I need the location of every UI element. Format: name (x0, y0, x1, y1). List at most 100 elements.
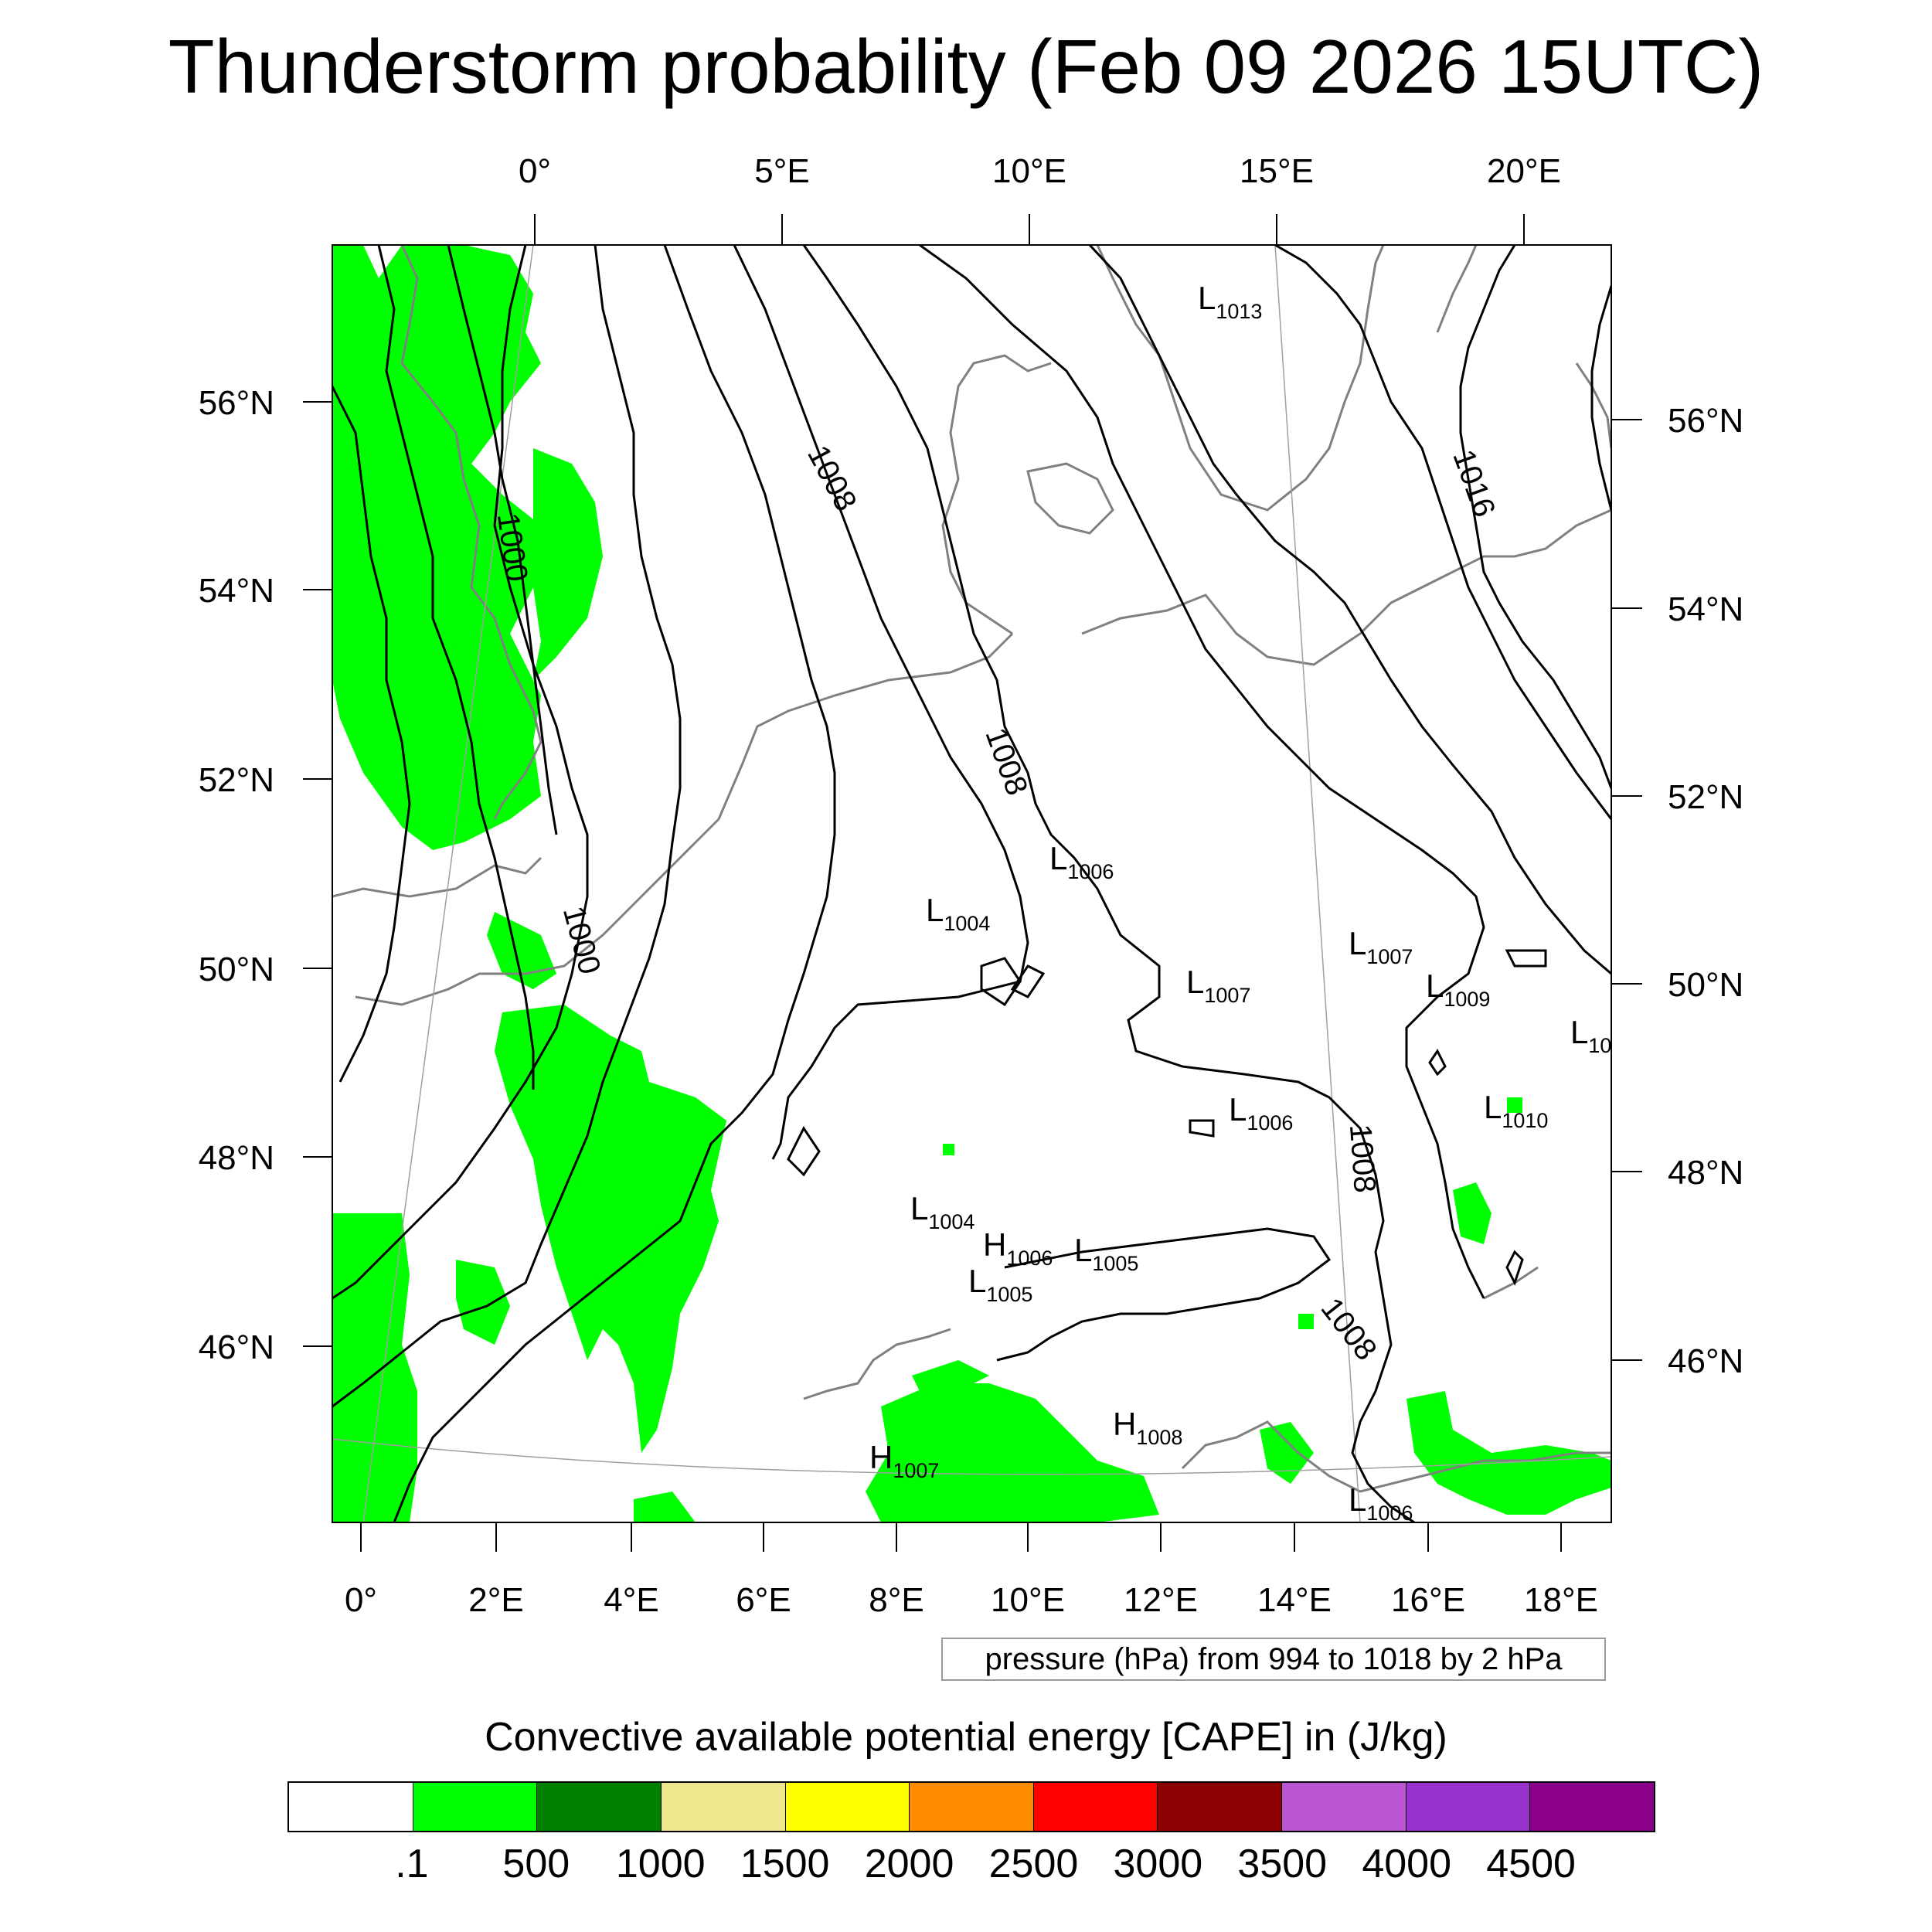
right-lat-label: 54°N (1668, 590, 1743, 628)
isobar-994 (377, 245, 535, 1090)
isobar-1006 (733, 245, 1029, 1160)
coast-france-north (355, 818, 720, 1006)
colorbar-title: Convective available potential energy [C… (485, 1715, 1447, 1760)
bottom-lon-label: 16°E (1391, 1581, 1465, 1619)
cape-area-balkans (1406, 1391, 1611, 1515)
pressure-center: L1007 (1349, 925, 1413, 968)
cape-area-italy-north (866, 1383, 1159, 1522)
top-lon-label: 0° (519, 152, 551, 190)
meridian-15e (1274, 245, 1361, 1522)
pressure-center: L1006 (1229, 1091, 1293, 1134)
pressure-center: L10 (1570, 1014, 1611, 1057)
bottom-lon-label: 0° (345, 1581, 377, 1619)
pressure-center: L1006 (1349, 1481, 1413, 1525)
isobar-closed-4 (1428, 1049, 1447, 1077)
cape-area-bay (456, 1260, 510, 1345)
right-lat-label: 48°N (1668, 1154, 1743, 1192)
colorbar-swatch (785, 1783, 910, 1831)
pressure-center: L1004 (926, 892, 990, 935)
bottom-lon-labels: 0° 2°E 4°E 6°E 8°E 10°E 12°E 14°E 16°E 1… (345, 1581, 1598, 1619)
coast-britain-east (400, 245, 543, 820)
colorbar-label: 2000 (864, 1842, 954, 1886)
coast-baltic-east (1575, 362, 1611, 449)
isobar-1010 (919, 245, 1485, 1299)
cape-area-italy-coast (912, 1360, 989, 1391)
isobar-label: 1008 (978, 723, 1034, 800)
pressure-center: L1004 (910, 1190, 975, 1233)
colorbar-label: .1 (395, 1842, 429, 1886)
isobar-1018 (1590, 285, 1611, 511)
coast-alps-lakes (803, 1328, 951, 1400)
isobar-1008 (802, 245, 1415, 1522)
coast-low-countries (717, 632, 1014, 820)
isobar-1004 (393, 245, 836, 1522)
coast-gulf-riga (1436, 245, 1478, 333)
isobar-1000 (332, 245, 589, 1300)
isobar-closed-2 (1010, 964, 1046, 998)
isobar-1008-south (996, 1227, 1332, 1362)
pressure-center: L1013 (1198, 280, 1262, 323)
colorbar-swatch (413, 1783, 538, 1831)
top-lon-label: 15°E (1240, 152, 1314, 190)
colorbar-label: 500 (502, 1842, 570, 1886)
right-lat-label: 56°N (1668, 402, 1743, 440)
colorbar-label: 3000 (1113, 1842, 1203, 1886)
coast-sweden (1096, 245, 1385, 512)
colorbar-label: 1000 (615, 1842, 706, 1886)
bottom-lon-label: 2°E (468, 1581, 523, 1619)
coastlines (332, 245, 1611, 1493)
pressure-center: L1009 (1426, 968, 1490, 1011)
right-lat-labels: 56°N 54°N 52°N 50°N 48°N 46°N (1668, 402, 1743, 1380)
cape-area-adriatic (1260, 1422, 1314, 1484)
colorbar-label: 3500 (1237, 1842, 1328, 1886)
top-lon-label: 5°E (754, 152, 809, 190)
graticule (332, 245, 1611, 1522)
colorbar-swatch (910, 1783, 1034, 1831)
colorbar-swatch (537, 1783, 662, 1831)
colorbar-label: 1500 (740, 1842, 830, 1886)
coast-britain-southwest (332, 856, 543, 898)
map-frame (332, 244, 1612, 1523)
right-lat-label: 46°N (1668, 1342, 1743, 1380)
colorbar (287, 1781, 1655, 1832)
pressure-center: L1005 (968, 1263, 1032, 1306)
top-lon-labels: 0° 5°E 10°E 15°E 20°E (519, 152, 1561, 190)
pressure-center: L1005 (1074, 1232, 1138, 1275)
cape-area-france-main (495, 1005, 726, 1453)
isobar-996 (332, 386, 411, 1083)
isobar-1002 (332, 245, 682, 1408)
map-content (332, 245, 1611, 1522)
left-lat-label: 50°N (199, 951, 274, 988)
isobar-1014 (1274, 245, 1611, 820)
isobar-1006-loop (787, 1126, 821, 1177)
top-lon-label: 10°E (992, 152, 1066, 190)
isobar-closed-1 (980, 957, 1022, 1007)
pressure-center: L1010 (1484, 1089, 1548, 1132)
contour-info-box: pressure (hPa) from 994 to 1018 by 2 hPa (941, 1638, 1606, 1681)
cape-area-slovakia (1453, 1182, 1492, 1244)
parallel-45n (332, 1438, 1611, 1475)
coast-baltic-south (1081, 509, 1611, 666)
isobar-1012 (1088, 245, 1611, 975)
pressure-center: H1008 (1113, 1406, 1182, 1449)
isobar-closed-3 (1189, 1119, 1215, 1138)
cape-area-france-southwest (332, 1213, 417, 1522)
bottom-lon-label: 12°E (1124, 1581, 1198, 1619)
isobar-label: 1016 (1446, 445, 1502, 522)
pressure-center: L1007 (1186, 964, 1250, 1007)
isobar-label: 1008 (1315, 1291, 1383, 1366)
pressure-center: H1007 (869, 1439, 939, 1482)
coast-denmark-west (941, 354, 1052, 635)
pressure-center: L1006 (1049, 840, 1114, 883)
bottom-lon-label: 4°E (604, 1581, 658, 1619)
right-lat-label: 50°N (1668, 966, 1743, 1004)
colorbar-swatch (289, 1783, 413, 1831)
isobar-closed-6 (1505, 1250, 1524, 1286)
cape-area-netherlands (533, 448, 603, 680)
isobar-1016 (1459, 245, 1611, 789)
left-lat-label: 56°N (199, 384, 274, 422)
colorbar-swatch (1282, 1783, 1406, 1831)
coast-adriatic (1181, 1420, 1611, 1493)
coast-lake-balaton (1483, 1266, 1539, 1300)
